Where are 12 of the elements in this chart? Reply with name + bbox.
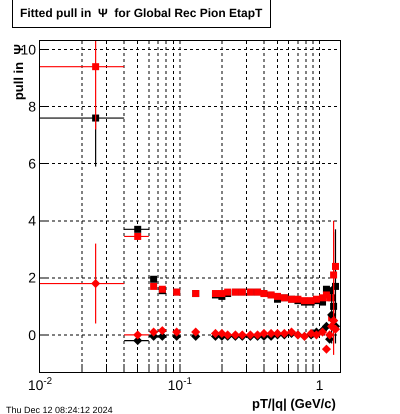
- y-tick-label: 6: [28, 156, 36, 172]
- y-tick-label: 8: [28, 98, 36, 115]
- y-tick-label: 4: [28, 212, 36, 229]
- y-tick-label: 10: [20, 41, 36, 58]
- y-tick-label: 2: [28, 270, 36, 286]
- x-axis-title: pT/|q| (GeV/c): [252, 396, 336, 411]
- y-tick-label: 0: [28, 326, 36, 343]
- x-tick-label: 10$^{-1}$: [168, 376, 192, 393]
- chart-title: Fitted pull in Ψ for Global Rec Pion EtapT: [20, 6, 264, 20]
- x-tick-label: 10$^{-2}$: [28, 376, 52, 393]
- text: Thu Dec 12 08:24:12 2024: [6, 405, 113, 414]
- x-tick-label: 1: [316, 376, 324, 393]
